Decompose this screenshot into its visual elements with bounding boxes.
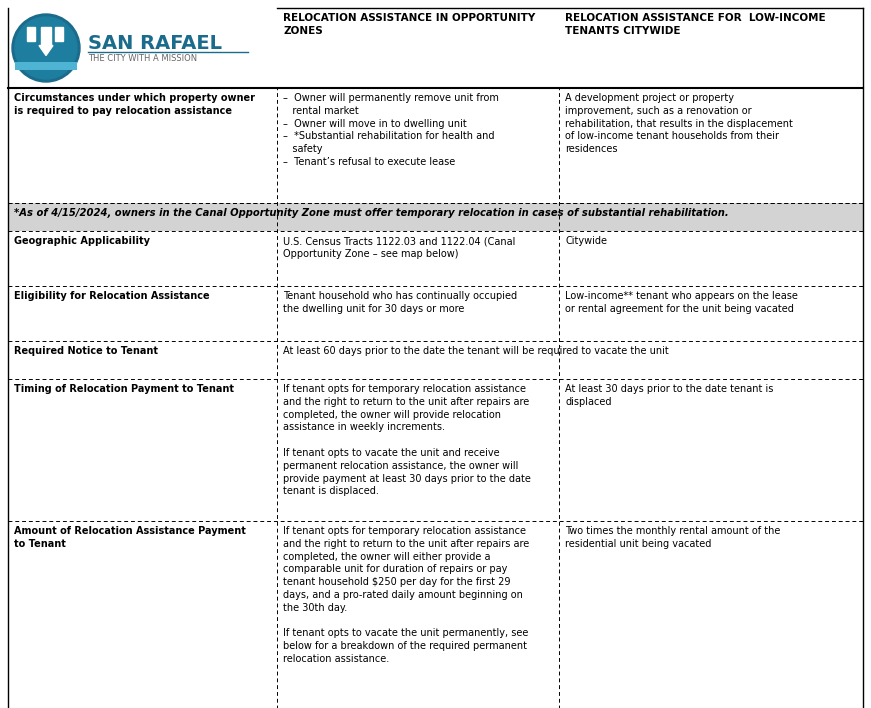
Bar: [8, 286, 863, 341]
Text: Tenant household who has continually occupied
the dwelling unit for 30 days or m: Tenant household who has continually occ…: [283, 291, 517, 314]
Text: –  Owner will permanently remove unit from
   rental market
–  Owner will move i: – Owner will permanently remove unit fro…: [283, 93, 499, 167]
Text: Eligibility for Relocation Assistance: Eligibility for Relocation Assistance: [14, 291, 210, 301]
Text: At least 60 days prior to the date the tenant will be required to vacate the uni: At least 60 days prior to the date the t…: [283, 346, 669, 356]
Bar: [41, 26, 51, 45]
Text: At least 30 days prior to the date tenant is
displaced: At least 30 days prior to the date tenan…: [565, 384, 773, 407]
Text: *As of 4/15/2024, owners in the Canal Opportunity Zone must offer temporary relo: *As of 4/15/2024, owners in the Canal Op…: [14, 208, 729, 218]
Polygon shape: [39, 45, 53, 55]
Circle shape: [12, 14, 80, 82]
Text: RELOCATION ASSISTANCE FOR  LOW-INCOME
TENANTS CITYWIDE: RELOCATION ASSISTANCE FOR LOW-INCOME TEN…: [565, 13, 826, 36]
Circle shape: [15, 17, 77, 79]
Text: Required Notice to Tenant: Required Notice to Tenant: [14, 346, 158, 356]
Bar: [55, 27, 63, 41]
Text: If tenant opts for temporary relocation assistance
and the right to return to th: If tenant opts for temporary relocation …: [283, 526, 530, 664]
Text: A development project or property
improvement, such as a renovation or
rehabilit: A development project or property improv…: [565, 93, 793, 154]
Text: Amount of Relocation Assistance Payment
to Tenant: Amount of Relocation Assistance Payment …: [14, 526, 246, 549]
Text: Circumstances under which property owner
is required to pay relocation assistanc: Circumstances under which property owner…: [14, 93, 255, 116]
Text: Geographic Applicability: Geographic Applicability: [14, 236, 150, 246]
Bar: [8, 521, 863, 708]
Bar: [8, 8, 863, 88]
Bar: [8, 231, 863, 286]
Text: If tenant opts for temporary relocation assistance
and the right to return to th: If tenant opts for temporary relocation …: [283, 384, 531, 496]
Text: U.S. Census Tracts 1122.03 and 1122.04 (Canal
Opportunity Zone – see map below): U.S. Census Tracts 1122.03 and 1122.04 (…: [283, 236, 516, 259]
Bar: [15, 62, 77, 70]
Bar: [8, 88, 863, 203]
Text: Citywide: Citywide: [565, 236, 607, 246]
Text: Timing of Relocation Payment to Tenant: Timing of Relocation Payment to Tenant: [14, 384, 234, 394]
Text: Low-income** tenant who appears on the lease
or rental agreement for the unit be: Low-income** tenant who appears on the l…: [565, 291, 799, 314]
Bar: [8, 203, 863, 231]
Text: Two times the monthly rental amount of the
residential unit being vacated: Two times the monthly rental amount of t…: [565, 526, 780, 549]
Bar: [8, 379, 863, 521]
Text: SAN RAFAEL: SAN RAFAEL: [88, 34, 222, 53]
Text: RELOCATION ASSISTANCE IN OPPORTUNITY
ZONES: RELOCATION ASSISTANCE IN OPPORTUNITY ZON…: [283, 13, 536, 36]
Bar: [27, 27, 35, 41]
Text: THE CITY WITH A MISSION: THE CITY WITH A MISSION: [88, 54, 197, 63]
Bar: [8, 341, 863, 379]
